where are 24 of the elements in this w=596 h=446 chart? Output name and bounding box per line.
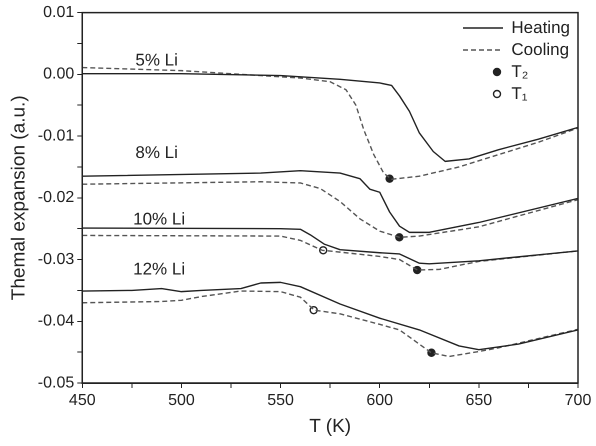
y-tick-label: -0.01: [38, 127, 74, 144]
x-tick-label: 650: [466, 392, 492, 410]
x-tick-label: 600: [366, 392, 394, 410]
x-tick-label: 700: [564, 392, 592, 410]
annotation: 10% Li: [133, 210, 186, 229]
legend-label: Cooling: [511, 38, 570, 61]
x-tick-label: 550: [267, 392, 294, 410]
y-tick-label: -0.03: [38, 250, 74, 268]
x-tick-label: 500: [168, 392, 195, 410]
legend-label: T₂: [511, 60, 528, 83]
annotation: 5% Li: [135, 50, 178, 70]
y-tick-label: -0.05: [38, 374, 74, 392]
y-tick-label: -0.04: [38, 312, 74, 330]
x-tick-label: 450: [68, 392, 96, 410]
y-axis-title: Themal expansion (a.u.): [8, 95, 30, 300]
y-tick-label: 0.00: [43, 66, 74, 83]
x-axis-title: T (K): [309, 416, 352, 437]
y-tick-label: 0.01: [43, 4, 74, 22]
legend-label: T₁: [511, 82, 528, 105]
annotation: 8% Li: [135, 143, 178, 162]
y-tick-label: -0.02: [38, 189, 74, 206]
line-series: [82, 290, 578, 358]
annotation: 12% Li: [133, 260, 186, 279]
legend-label: Heating: [511, 16, 570, 39]
